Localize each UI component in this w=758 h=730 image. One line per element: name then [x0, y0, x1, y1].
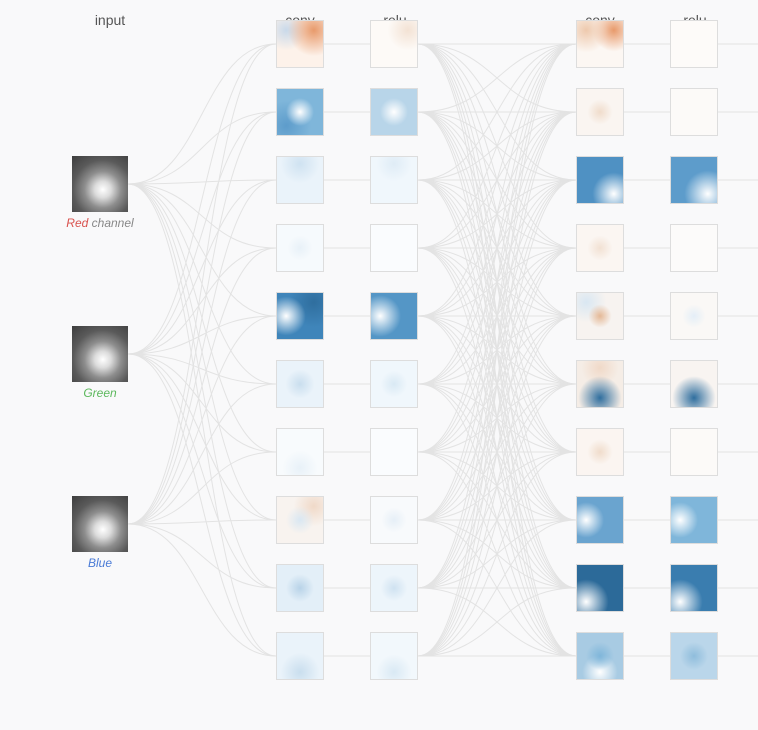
conv1-fmap-8 — [276, 564, 324, 612]
relu1-fmap-2 — [370, 156, 418, 204]
conv1-fmap-3 — [276, 224, 324, 272]
input-channel-label-1: Green — [55, 386, 145, 400]
relu1-fmap-6 — [370, 428, 418, 476]
conv2-fmap-1 — [576, 88, 624, 136]
conv2-fmap-6 — [576, 428, 624, 476]
input-channel-thumb-1 — [72, 326, 128, 382]
input-channel-label-2: Blue — [55, 556, 145, 570]
cnn-diagram: inputconvreluconvreluRed channelGreenBlu… — [0, 0, 758, 730]
column-header-input: input — [80, 12, 140, 28]
relu1-fmap-9 — [370, 632, 418, 680]
relu2-fmap-8 — [670, 564, 718, 612]
relu2-fmap-9 — [670, 632, 718, 680]
relu1-fmap-7 — [370, 496, 418, 544]
conv2-fmap-5 — [576, 360, 624, 408]
conv2-fmap-9 — [576, 632, 624, 680]
relu2-fmap-4 — [670, 292, 718, 340]
conv2-fmap-7 — [576, 496, 624, 544]
input-channel-label-0: Red channel — [55, 216, 145, 230]
relu2-fmap-2 — [670, 156, 718, 204]
relu1-fmap-4 — [370, 292, 418, 340]
input-channel-thumb-0 — [72, 156, 128, 212]
conv1-fmap-7 — [276, 496, 324, 544]
conv2-fmap-0 — [576, 20, 624, 68]
relu2-fmap-1 — [670, 88, 718, 136]
conv2-fmap-8 — [576, 564, 624, 612]
conv2-fmap-2 — [576, 156, 624, 204]
conv1-fmap-9 — [276, 632, 324, 680]
relu1-fmap-0 — [370, 20, 418, 68]
conv1-fmap-5 — [276, 360, 324, 408]
conv2-fmap-3 — [576, 224, 624, 272]
conv1-fmap-4 — [276, 292, 324, 340]
relu2-fmap-5 — [670, 360, 718, 408]
relu2-fmap-6 — [670, 428, 718, 476]
relu1-fmap-1 — [370, 88, 418, 136]
conv1-fmap-6 — [276, 428, 324, 476]
conv2-fmap-4 — [576, 292, 624, 340]
conv1-fmap-0 — [276, 20, 324, 68]
relu2-fmap-3 — [670, 224, 718, 272]
relu2-fmap-7 — [670, 496, 718, 544]
relu1-fmap-3 — [370, 224, 418, 272]
relu1-fmap-5 — [370, 360, 418, 408]
relu1-fmap-8 — [370, 564, 418, 612]
input-channel-thumb-2 — [72, 496, 128, 552]
relu2-fmap-0 — [670, 20, 718, 68]
conv1-fmap-2 — [276, 156, 324, 204]
conv1-fmap-1 — [276, 88, 324, 136]
